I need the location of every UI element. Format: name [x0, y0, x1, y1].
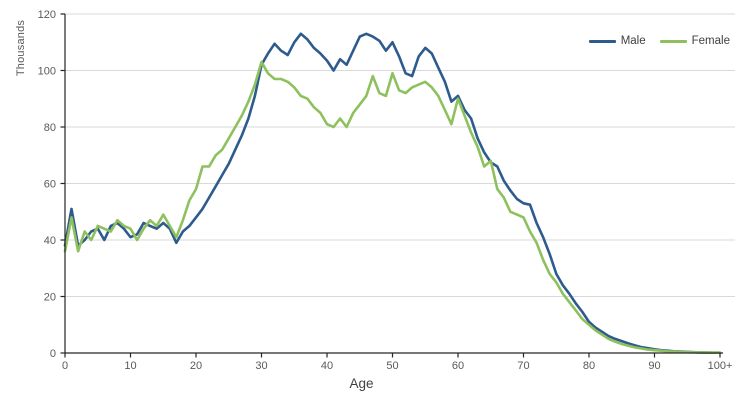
legend-label: Female [691, 35, 730, 47]
x-tick-label: 30 [255, 360, 267, 372]
series-line-male [63, 32, 722, 355]
x-tick-label: 40 [321, 360, 333, 372]
y-tick-label: 20 [44, 292, 56, 304]
y-tick-label: 0 [50, 348, 56, 360]
y-axis-title: Thousands [15, 19, 27, 77]
legend-item-male[interactable]: Male [588, 35, 646, 47]
y-tick-label: 120 [38, 9, 56, 21]
y-tick-label: 40 [44, 235, 56, 247]
x-tick-label: 0 [62, 360, 68, 372]
y-tick-label: 60 [44, 179, 56, 191]
legend-line-male-icon [588, 39, 616, 43]
legend-item-female[interactable]: Female [659, 35, 730, 47]
legend-label: Male [620, 35, 646, 47]
series-line-female [63, 60, 722, 355]
x-tick-label: 50 [386, 360, 398, 372]
y-tick-label: 100 [38, 66, 56, 78]
legend-line-female-icon [659, 39, 687, 43]
x-tick-label: 10 [124, 360, 136, 372]
x-tick-label: 20 [190, 360, 202, 372]
x-tick-label: 80 [583, 360, 595, 372]
y-tick-label: 80 [44, 122, 56, 134]
x-tick-label: 100+ [708, 360, 733, 372]
x-axis-title: Age [349, 376, 374, 391]
legend: Male Female [588, 35, 730, 47]
x-tick-label: 60 [452, 360, 464, 372]
x-tick-label: 90 [648, 360, 660, 372]
x-tick-label: 70 [517, 360, 529, 372]
